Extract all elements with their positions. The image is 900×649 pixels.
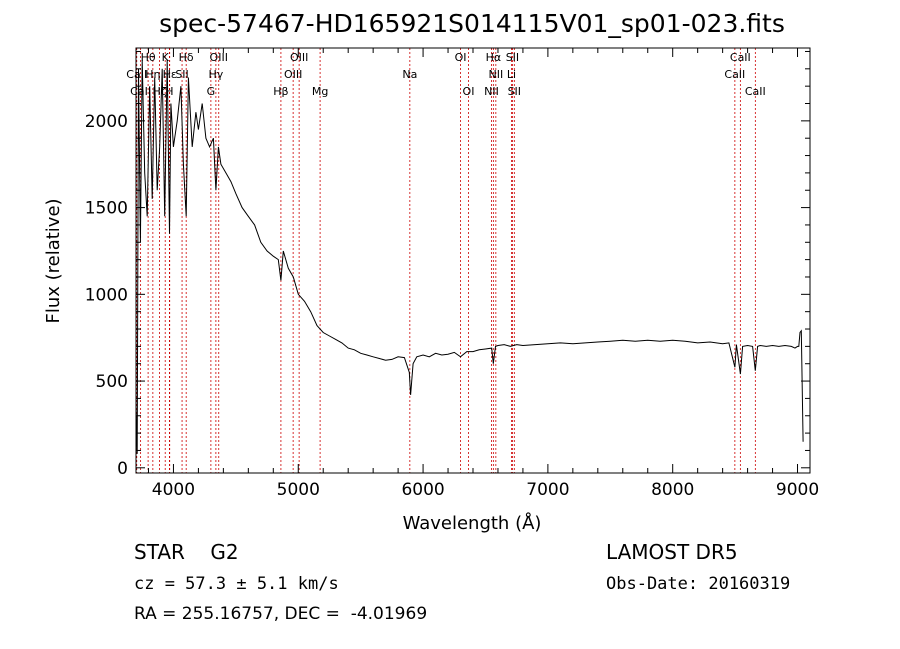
spectral-line-label: H (165, 85, 173, 98)
x-tick-label: 7000 (526, 480, 569, 500)
survey-name: LAMOST DR5 (606, 540, 738, 564)
spectral-line-label: Hβ (273, 85, 288, 98)
coordinates: RA = 255.16757, DEC = -4.01969 (134, 604, 428, 624)
y-tick-label: 0 (117, 459, 128, 479)
spectral-line-label: CaII (130, 85, 151, 98)
spectral-line-label: NII (484, 85, 499, 98)
spectral-line-label: Hδ (179, 51, 194, 64)
plot-frame (135, 47, 811, 474)
x-tick-label: 5000 (277, 480, 320, 500)
y-tick-label: 1500 (85, 199, 128, 219)
spectral-line-label: CaII (724, 68, 745, 81)
object-type: STAR G2 (134, 540, 239, 564)
spectral-line-label: OIII (210, 51, 228, 64)
spectral-line-label: SII (175, 68, 188, 81)
y-tick-label: 1000 (85, 285, 128, 305)
spectral-line-label: OI (455, 51, 467, 64)
spectral-line-label: Hγ (208, 68, 223, 81)
chart-title: spec-57467-HD165921S014115V01_sp01-023.f… (159, 9, 785, 38)
x-tick-label: 4000 (152, 480, 195, 500)
spectral-line-label: CaII (126, 68, 147, 81)
spectral-line-label: SII (506, 51, 519, 64)
spectral-line-label: Hα (486, 51, 502, 64)
redshift-value: cz = 57.3 ± 5.1 km/s (134, 574, 339, 594)
spectral-line-label: G (207, 85, 216, 98)
spectral-line-label: OI (463, 85, 475, 98)
spectral-line-label: OIII (290, 51, 308, 64)
x-axis: 4000 5000 6000 7000 8000 9000 (147, 48, 819, 500)
spectral-line-label: Hθ (141, 51, 156, 64)
spectral-line-label: Li (507, 68, 516, 81)
spectral-line-label: Mg (312, 85, 328, 98)
spectral-line-label: Hε (163, 68, 177, 81)
x-tick-label: 8000 (651, 480, 694, 500)
spectral-line-label: NII (488, 68, 503, 81)
spectral-line-labels: CaIICaIIHθHηHζKHHεSIIHδGHγOIIIHβOIIIOIII… (126, 51, 766, 98)
spectral-line-label: CaII (730, 51, 751, 64)
y-tick-label: 2000 (85, 112, 128, 132)
spectrum-plot: spec-57467-HD165921S014115V01_sp01-023.f… (43, 9, 819, 534)
y-axis-label: Flux (relative) (43, 198, 64, 323)
x-axis-label: Wavelength (Å) (403, 512, 542, 534)
x-tick-label: 9000 (776, 480, 819, 500)
y-tick-label: 500 (96, 372, 128, 392)
spectral-line-label: K (162, 51, 170, 64)
x-tick-label: 6000 (401, 480, 444, 500)
spectral-line-label: OIII (284, 68, 302, 81)
spectral-line-label: Na (402, 68, 417, 81)
spectral-line-markers (136, 48, 756, 473)
y-axis: 0 500 1000 1500 2000 (85, 50, 810, 479)
spectrum-line (135, 60, 804, 454)
observation-date: Obs-Date: 20160319 (606, 574, 791, 594)
spectral-line-label: Hζ (152, 85, 166, 98)
spectral-line-label: Hη (145, 68, 160, 81)
spectral-line-label: CaII (745, 85, 766, 98)
spectral-line-label: SII (508, 85, 521, 98)
